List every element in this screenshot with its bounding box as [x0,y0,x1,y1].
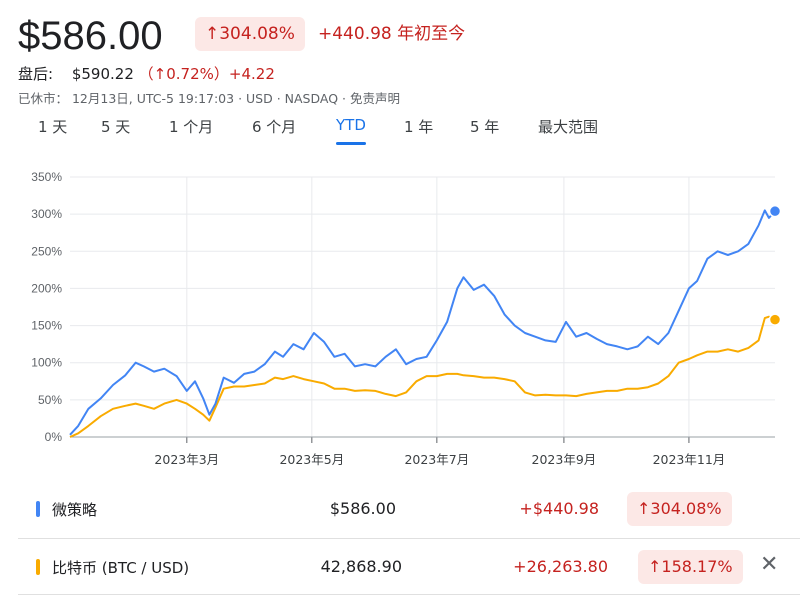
market-status-meta: 已休市： 12月13日, UTC-5 19:17:03 · USD · NASD… [18,91,400,106]
tab-6-months[interactable]: 6 个月 [252,118,297,136]
series-end-point-btc [768,313,782,326]
btc-percent-badge: ↑158.17% [638,550,743,584]
tab-ytd[interactable]: YTD [336,116,366,145]
row-divider [18,538,800,539]
x-tick-label: 2023年5月 [279,452,344,467]
stock-price: $586.00 [18,14,163,58]
tab-5-years[interactable]: 5 年 [470,118,500,136]
series-line-mstr [69,209,776,436]
mstr-percent-badge: ↑304.08% [627,492,732,526]
mstr-name: 微策略 [52,501,98,519]
series-end-point-mstr [768,204,782,218]
mstr-price: $586.00 [329,499,396,518]
after-hours-price: $590.22 [71,65,134,83]
x-tick-label: 2023年3月 [154,452,219,467]
tab-1-month[interactable]: 1 个月 [169,118,214,136]
series-line-btc [69,315,776,438]
y-tick-label: 100% [31,356,62,370]
y-tick-label: 150% [31,319,62,333]
y-tick-label: 50% [38,393,62,407]
y-tick-label: 300% [31,207,62,221]
mstr-color-dot [36,501,40,517]
tab-1-year[interactable]: 1 年 [404,118,434,136]
row-mstr[interactable]: 微策略 $586.00 +$440.98 ↑304.08% [0,484,800,534]
after-hours-label: 盘后: [18,65,54,83]
y-tick-label: 0% [45,430,63,444]
y-tick-label: 200% [31,281,62,295]
tab-max[interactable]: 最大范围 [538,118,599,136]
ytd-percent-badge: ↑304.08% [195,17,305,51]
ytd-change: +440.98 年初至今 [318,24,466,44]
y-tick-label: 250% [31,244,62,258]
x-tick-label: 2023年7月 [404,452,469,467]
mstr-change: +$440.98 [519,499,599,518]
row-divider-bottom [18,594,800,595]
comparison-chart[interactable]: 0% 50% 100% 150% 200% 250% 300% 350% 2023年3月 2023… [0,160,800,470]
after-hours-line: 盘后: $590.22 （↑0.72%）+4.22 [18,63,275,84]
after-hours-percent: （↑0.72%） [138,65,229,83]
x-tick-label: 2023年11月 [653,452,726,467]
after-hours-change: +4.22 [228,65,275,83]
close-icon[interactable]: ✕ [760,552,779,577]
btc-name: 比特币 (BTC / USD) [52,559,190,577]
y-tick-label: 350% [31,170,62,184]
btc-change: +26,263.80 [513,557,608,576]
tab-1-day[interactable]: 1 天 [38,118,68,136]
row-btc[interactable]: 比特币 (BTC / USD) 42,868.90 +26,263.80 ↑15… [0,542,800,592]
tab-5-days[interactable]: 5 天 [101,118,131,136]
x-tick-label: 2023年9月 [532,452,597,467]
btc-color-dot [36,559,40,575]
btc-price: 42,868.90 [320,557,402,576]
